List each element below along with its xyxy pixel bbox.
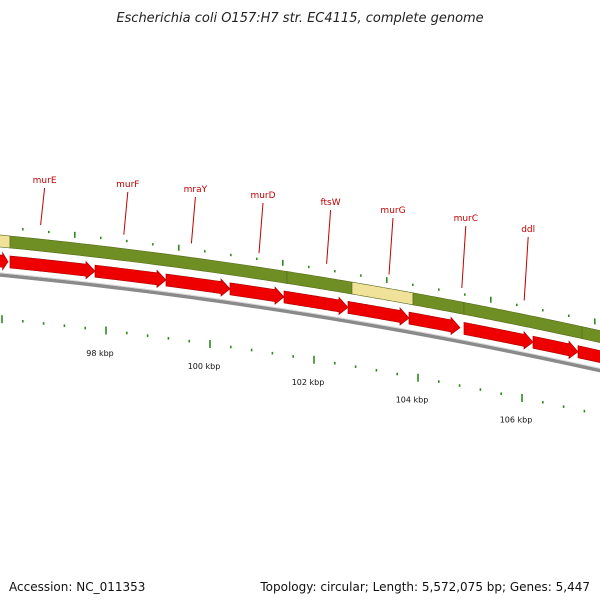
gene-label-mray: mraY — [184, 185, 208, 195]
gene-arrow — [408, 311, 461, 336]
gene-arrow — [463, 321, 534, 350]
gene-leader-line — [461, 225, 467, 289]
gene-label-murd: murD — [250, 191, 275, 201]
gene-leader-line — [388, 217, 394, 275]
gene-leader-line — [523, 236, 529, 301]
genome-backbone — [0, 272, 600, 373]
gene-arrow — [9, 255, 96, 280]
gene-arrow — [165, 273, 231, 297]
gene-label-ftsw: ftsW — [321, 198, 341, 208]
scale-label: 104 kbp — [396, 396, 429, 405]
cds-band-segment — [412, 292, 465, 315]
gene-label-murg: murG — [380, 206, 405, 216]
gene-leader-line — [123, 191, 129, 235]
gene-label-ddl: ddl — [521, 225, 535, 235]
scale-label: 106 kbp — [500, 416, 533, 425]
cds-band-segment — [286, 271, 353, 295]
gene-label-mure: murE — [33, 176, 57, 186]
genome-summary-text: Topology: circular; Length: 5,572,075 bp… — [260, 580, 590, 594]
gene-leader-line — [190, 196, 196, 244]
cds-band-layer — [0, 234, 600, 343]
scale-label: 102 kbp — [292, 378, 325, 387]
cds-band-segment — [581, 326, 600, 343]
scale-label: 100 kbp — [188, 362, 221, 371]
gene-arrow — [532, 335, 579, 360]
gene-label-layer: ftsImurEmurFmraYmurDftsWmurGmurCddl — [33, 176, 535, 301]
gene-arrow — [94, 264, 167, 289]
gene-arrow-layer — [0, 251, 600, 363]
gene-leader-line — [326, 209, 332, 264]
gene-leader-line — [40, 187, 46, 226]
scale-tick-layer — [1, 228, 596, 413]
accession-text: Accession: NC_011353 — [9, 580, 146, 594]
gene-arrow — [0, 251, 9, 271]
scale-label: 98 kbp — [86, 349, 114, 358]
gene-arrow — [347, 300, 410, 326]
cds-band-segment — [351, 281, 414, 306]
gene-label-murf: murF — [116, 180, 139, 190]
backbone-line-outer — [0, 273, 600, 373]
backbone-line-inner — [0, 272, 600, 369]
cds-band-segment — [0, 234, 11, 249]
gene-arrow — [229, 282, 285, 305]
gene-leader-line — [258, 202, 264, 254]
genome-title: Escherichia coli O157:H7 str. EC4115, co… — [116, 11, 483, 26]
gene-arrow — [283, 290, 349, 316]
gene-label-murc: murC — [454, 214, 478, 224]
gene-arrow — [577, 345, 600, 363]
